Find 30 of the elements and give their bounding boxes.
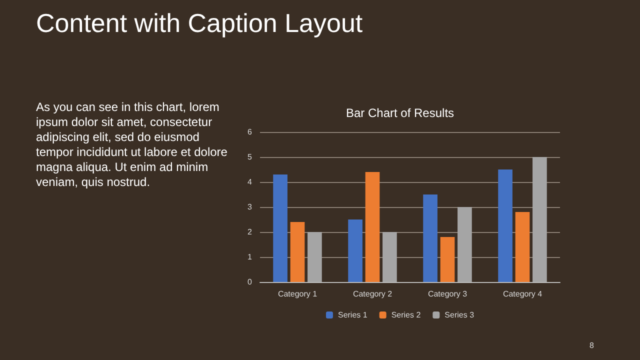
x-tick-label: Category 1	[278, 290, 318, 298]
bar	[440, 237, 455, 282]
x-tick-label: Category 2	[352, 290, 393, 298]
bar	[382, 232, 397, 282]
bar	[423, 194, 438, 282]
bar	[458, 207, 472, 282]
y-tick-label: 5	[248, 152, 253, 162]
bar	[515, 212, 530, 282]
text: Content with Caption Layout	[36, 8, 363, 39]
y-tick-label: 4	[248, 178, 253, 186]
bar	[498, 170, 512, 282]
y-tick-label: 3	[248, 202, 253, 212]
bar	[532, 157, 547, 282]
text: 8	[590, 341, 594, 350]
bar	[365, 172, 380, 282]
legend-label: Series 1	[338, 310, 368, 320]
y-tick-label: 6	[248, 128, 253, 136]
bar	[308, 232, 322, 282]
bar	[290, 222, 305, 282]
legend-label: Series 2	[391, 310, 422, 320]
y-tick-label: 1	[248, 252, 253, 262]
bar	[273, 174, 288, 282]
x-tick-label: Category 4	[502, 290, 543, 298]
chart-title: Bar Chart of Results	[346, 106, 454, 120]
legend-label: Series 3	[444, 310, 475, 320]
bar	[348, 220, 362, 282]
x-tick-label: Category 3	[428, 290, 468, 298]
y-tick-label: 0	[248, 278, 253, 286]
text: As you can see in this chart, lorem ipsum dolor sit amet, consectetur adipiscing elit, sed do eiusmod tempor incididunt ut labore et dolore magna aliqua. Ut enim ad minim veniam, quis nostrud.	[36, 100, 228, 190]
y-tick-label: 2	[248, 228, 253, 236]
